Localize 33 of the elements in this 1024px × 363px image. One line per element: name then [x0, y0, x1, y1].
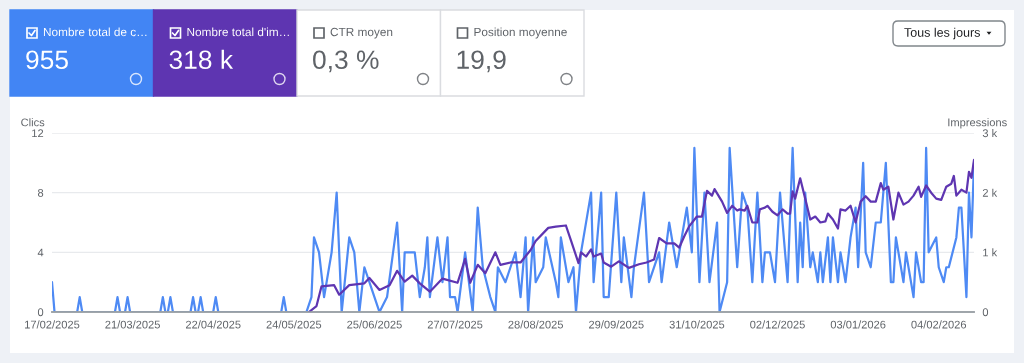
text: CTR moyen — [330, 27, 393, 39]
text: 19,9 — [457, 50, 506, 73]
y2-axis-title: Impressions — [948, 118, 1007, 129]
y-tick-label: 4 — [37, 248, 44, 257]
line-series — [307, 158, 974, 312]
y-tick-label: 0 — [37, 308, 44, 317]
y-tick-label: 8 — [37, 188, 44, 197]
y-axis-title: Clics — [21, 118, 45, 127]
x-tick-label: 28/08/2025 — [508, 320, 564, 329]
line-series — [52, 146, 974, 312]
text: Position moyenne — [474, 27, 567, 39]
text: 318 k — [169, 49, 234, 70]
text: 955 — [26, 50, 68, 70]
y2-tick-label: 0 — [982, 308, 989, 317]
x-tick-label: 29/09/2025 — [589, 320, 644, 329]
text: Tous les jours — [904, 27, 980, 40]
text: 0,3 % — [313, 50, 379, 73]
x-tick-label: 17/02/2025 — [25, 320, 80, 329]
text: Nombre total d'im… — [187, 27, 289, 37]
x-tick-label: 04/02/2026 — [911, 320, 967, 329]
x-tick-label: 21/03/2025 — [105, 320, 160, 329]
x-tick-label: 03/01/2026 — [830, 320, 886, 329]
y2-tick-label: 2 k — [982, 188, 998, 197]
y2-tick-label: 1 k — [983, 248, 998, 257]
x-tick-label: 25/06/2025 — [347, 320, 402, 329]
x-tick-label: 24/05/2025 — [266, 320, 322, 329]
x-tick-label: 31/10/2025 — [669, 320, 725, 329]
text: Nombre total de c… — [43, 27, 147, 37]
x-tick-label: 22/04/2025 — [185, 320, 241, 329]
y2-tick-label: 3 k — [982, 128, 998, 138]
x-tick-label: 02/12/2025 — [750, 320, 805, 329]
x-tick-label: 27/07/2025 — [427, 320, 483, 329]
y-tick-label: 12 — [32, 129, 44, 138]
